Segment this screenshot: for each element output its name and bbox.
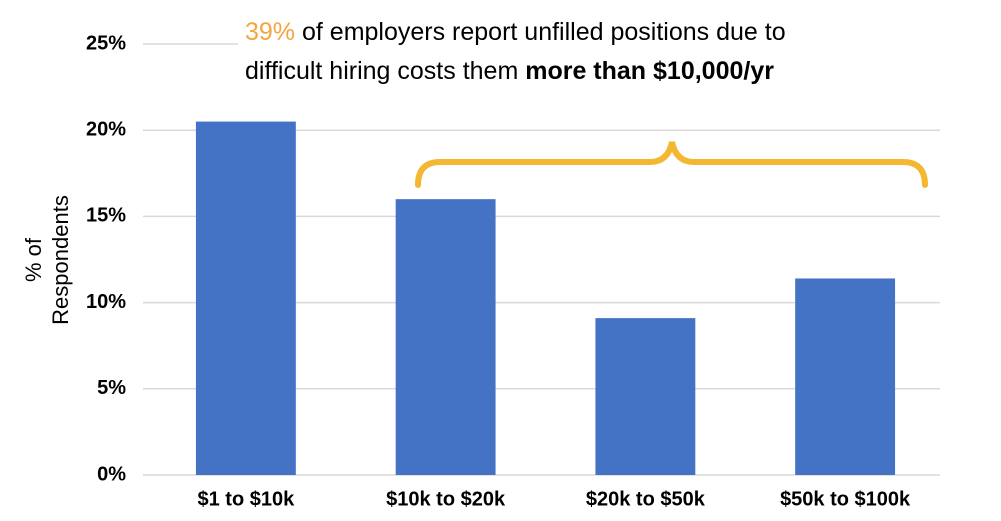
y-tick-label: 5%	[97, 377, 126, 399]
y-tick-label: 10%	[86, 291, 126, 313]
y-tick-label: 20%	[86, 118, 126, 140]
y-tick-label: 25%	[86, 32, 126, 54]
brace	[415, 141, 928, 188]
y-tick-label: 0%	[97, 463, 126, 485]
x-tick-label: $1 to $10k	[198, 488, 296, 510]
annotation-bold: more than $10,000/yr	[525, 57, 774, 85]
bar	[795, 278, 896, 475]
y-axis-label: Respondents	[48, 195, 73, 325]
x-tick-label: $20k to $50k	[586, 488, 706, 510]
annotation-background	[238, 0, 1001, 100]
annotation-highlight: 39%	[245, 18, 295, 46]
bar	[595, 318, 696, 475]
annotation-line-1: 39% of employers report unfilled positio…	[245, 18, 786, 46]
bar	[395, 199, 496, 475]
annotation-text: difficult hiring costs them	[245, 57, 525, 85]
annotation-text: of employers report unfilled positions d…	[295, 18, 786, 46]
x-tick-label: $50k to $100k	[780, 488, 911, 510]
x-tick-label: $10k to $20k	[386, 488, 506, 510]
y-axis-label: % of	[21, 237, 46, 282]
bar	[195, 121, 296, 475]
annotation-line-2: difficult hiring costs them more than $1…	[245, 57, 774, 85]
y-tick-label: 15%	[86, 205, 126, 227]
